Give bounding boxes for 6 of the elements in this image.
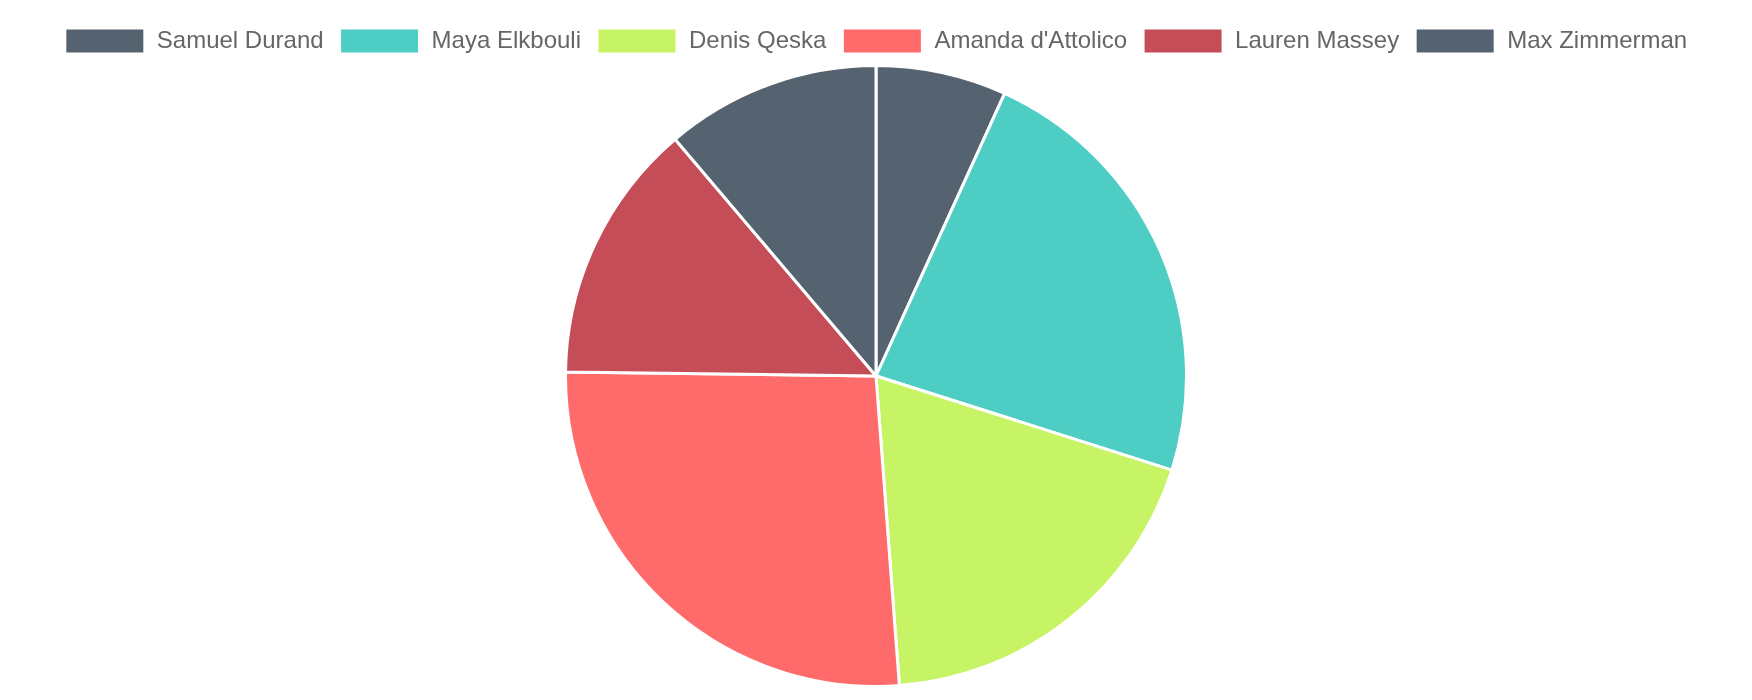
legend-label: Max Zimmerman (1507, 25, 1688, 53)
legend-label: Denis Qeska (688, 25, 828, 53)
legend-label: Samuel Durand (156, 25, 324, 53)
legend-label: Amanda d'Attolico (934, 25, 1128, 53)
legend-label: Maya Elkbouli (431, 25, 581, 53)
legend-label: Lauren Massey (1235, 25, 1400, 53)
